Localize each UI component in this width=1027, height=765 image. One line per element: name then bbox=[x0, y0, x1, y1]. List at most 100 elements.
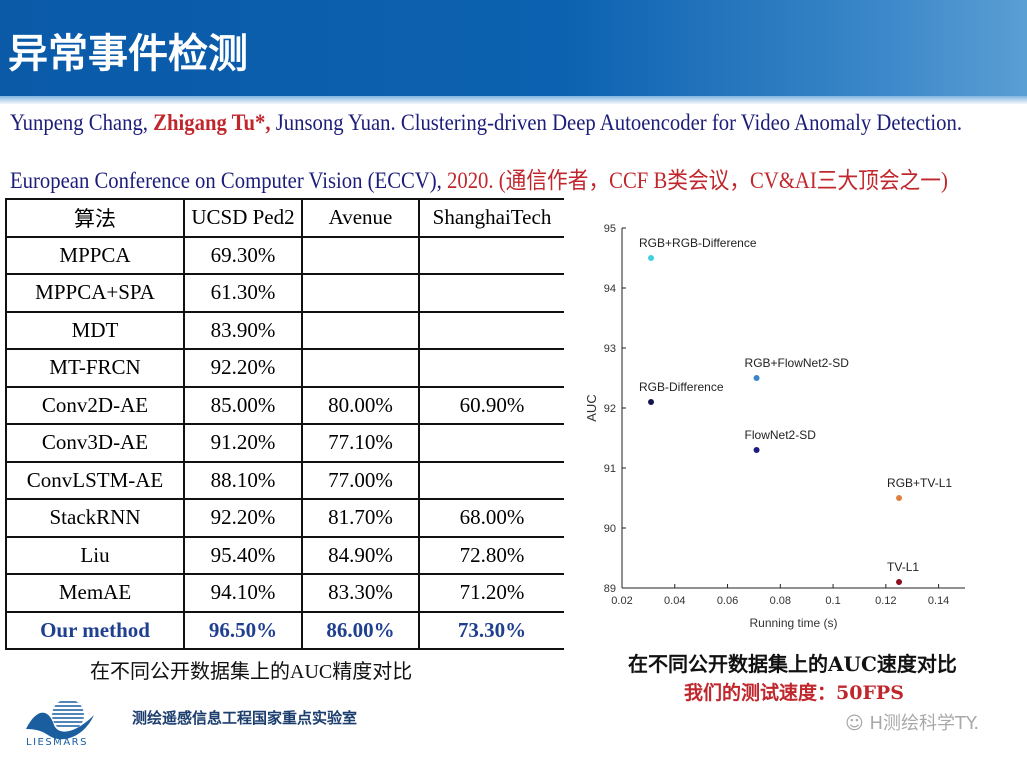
cell-shanghaitech bbox=[418, 273, 564, 313]
cell-ped2: 85.00% bbox=[183, 385, 303, 425]
header-avenue: Avenue bbox=[301, 198, 420, 238]
scatter-plot: 89 90 91 92 93 94 95 0.02 0.04 0.06 0.08 0.1 0.12 0.1… bbox=[584, 223, 965, 630]
slide-header: 异常事件检测 bbox=[0, 0, 1027, 104]
data-point bbox=[896, 495, 903, 501]
cell-method: Conv3D-AE bbox=[5, 423, 185, 463]
table-row: Conv2D-AE 85.00% 80.00% 60.90% bbox=[5, 385, 564, 425]
cell-shanghaitech: 71.20% bbox=[418, 573, 564, 613]
cell-method: Conv2D-AE bbox=[5, 385, 185, 425]
cell-avenue: 84.90% bbox=[301, 535, 420, 575]
cell-ped2: 96.50% bbox=[183, 610, 303, 650]
x-tick-label: 0.12 bbox=[875, 595, 896, 607]
cell-method: MemAE bbox=[5, 573, 185, 613]
x-tick-label: 0.08 bbox=[770, 595, 791, 607]
cell-method: ConvLSTM-AE bbox=[5, 460, 185, 500]
citation-author-first: Yunpeng Chang, bbox=[10, 110, 154, 135]
data-point bbox=[648, 255, 655, 261]
cell-ped2: 91.20% bbox=[183, 423, 303, 463]
lab-name: 测绘遥感信息工程国家重点实验室 bbox=[132, 709, 358, 727]
table-row: Conv3D-AE 91.20% 77.10% bbox=[5, 423, 564, 463]
slide-title: 异常事件检测 bbox=[8, 31, 248, 77]
cell-avenue bbox=[301, 310, 420, 350]
watermark-text: H测绘科学TY. bbox=[869, 713, 980, 734]
cell-ped2: 92.20% bbox=[183, 498, 303, 538]
data-point-label: TV-L1 bbox=[887, 560, 919, 574]
cell-shanghaitech: 60.90% bbox=[418, 385, 564, 425]
table-row: StackRNN 92.20% 81.70% 68.00% bbox=[5, 498, 564, 538]
auc-results-table: 算法 UCSD Ped2 Avenue ShanghaiTech MPPCA 69… bbox=[5, 198, 564, 650]
liesmars-logo-icon bbox=[26, 701, 94, 740]
data-point-label: RGB+RGB-Difference bbox=[639, 236, 757, 250]
table-row: MPPCA 69.30% bbox=[5, 235, 564, 275]
table-row: MPPCA+SPA 61.30% bbox=[5, 273, 564, 313]
cell-avenue: 77.00% bbox=[301, 460, 420, 500]
y-tick-label: 91 bbox=[604, 463, 616, 475]
cell-method: MPPCA bbox=[5, 235, 185, 275]
chart-caption: 在不同公开数据集上的AUC速度对比 bbox=[628, 652, 957, 676]
logo-text: LIESMARS bbox=[26, 737, 88, 748]
table-header-row: 算法 UCSD Ped2 Avenue ShanghaiTech bbox=[5, 198, 564, 238]
x-tick-label: 0.02 bbox=[611, 595, 632, 607]
header-shanghaitech: ShanghaiTech bbox=[418, 198, 564, 238]
cell-shanghaitech bbox=[418, 348, 564, 388]
table-caption: 在不同公开数据集上的AUC精度对比 bbox=[90, 661, 413, 683]
data-point-label: RGB-Difference bbox=[639, 380, 724, 394]
citation-year-note: 2020. (通信作者，CCF B类会议，CV&AI三大顶会之一) bbox=[447, 168, 948, 193]
cell-ped2: 88.10% bbox=[183, 460, 303, 500]
citation-corresponding-author: Zhigang Tu*, bbox=[153, 110, 271, 135]
cell-method: Liu bbox=[5, 535, 185, 575]
cell-method: MPPCA+SPA bbox=[5, 273, 185, 313]
data-point bbox=[753, 375, 760, 381]
cell-avenue bbox=[301, 235, 420, 275]
cell-ped2: 61.30% bbox=[183, 273, 303, 313]
citation-venue-line: European Conference on Computer Vision (… bbox=[10, 161, 948, 195]
cell-avenue: 77.10% bbox=[301, 423, 420, 463]
cell-method: MDT bbox=[5, 310, 185, 350]
citation-title: Junsong Yuan. Clustering-driven Deep Aut… bbox=[270, 110, 963, 135]
table-row: MT-FRCN 92.20% bbox=[5, 348, 564, 388]
data-point bbox=[648, 399, 655, 405]
citation-venue: European Conference on Computer Vision (… bbox=[10, 168, 448, 193]
data-point bbox=[896, 579, 903, 585]
header-algorithm: 算法 bbox=[5, 198, 185, 238]
data-point-label: RGB+TV-L1 bbox=[887, 476, 952, 490]
cell-shanghaitech: 68.00% bbox=[418, 498, 564, 538]
citation-authors-line: Yunpeng Chang, Zhigang Tu*, Junsong Yuan… bbox=[10, 110, 962, 136]
cell-shanghaitech bbox=[418, 460, 564, 500]
y-tick-label: 89 bbox=[604, 583, 616, 595]
cell-shanghaitech: 72.80% bbox=[418, 535, 564, 575]
cell-method: StackRNN bbox=[5, 498, 185, 538]
y-tick-label: 93 bbox=[604, 343, 616, 355]
auc-vs-time-chart: 89 90 91 92 93 94 95 0.02 0.04 0.06 0.08 0.1 0.12 0.1… bbox=[580, 210, 980, 650]
cell-ped2: 83.90% bbox=[183, 310, 303, 350]
cell-shanghaitech bbox=[418, 235, 564, 275]
cell-ped2: 69.30% bbox=[183, 235, 303, 275]
y-tick-label: 90 bbox=[604, 523, 616, 535]
cell-method: MT-FRCN bbox=[5, 348, 185, 388]
y-tick-label: 94 bbox=[604, 283, 616, 295]
data-point-label: RGB+FlowNet2-SD bbox=[745, 356, 850, 370]
cell-ped2: 95.40% bbox=[183, 535, 303, 575]
data-point-label: FlowNet2-SD bbox=[745, 428, 817, 442]
header-ucsd-ped2: UCSD Ped2 bbox=[183, 198, 303, 238]
y-tick-label: 92 bbox=[604, 403, 616, 415]
cell-avenue bbox=[301, 273, 420, 313]
x-tick-label: 0.04 bbox=[664, 595, 685, 607]
y-tick-label: 95 bbox=[604, 223, 616, 235]
wechat-icon: ☺ bbox=[845, 713, 864, 734]
data-point bbox=[753, 447, 760, 453]
cell-avenue: 86.00% bbox=[301, 610, 420, 650]
table-row: MDT 83.90% bbox=[5, 310, 564, 350]
x-axis-label: Running time (s) bbox=[749, 616, 837, 630]
cell-shanghaitech bbox=[418, 310, 564, 350]
speed-caption: 我们的测试速度：50FPS bbox=[684, 682, 904, 704]
cell-avenue bbox=[301, 348, 420, 388]
table-row-our-method: Our method 96.50% 86.00% 73.30% bbox=[5, 610, 564, 650]
cell-shanghaitech bbox=[418, 423, 564, 463]
table-row: Liu 95.40% 84.90% 72.80% bbox=[5, 535, 564, 575]
x-tick-label: 0.06 bbox=[717, 595, 738, 607]
cell-avenue: 80.00% bbox=[301, 385, 420, 425]
table-row: ConvLSTM-AE 88.10% 77.00% bbox=[5, 460, 564, 500]
table-row: MemAE 94.10% 83.30% 71.20% bbox=[5, 573, 564, 613]
watermark: ☺ H测绘科学TY. bbox=[845, 709, 979, 735]
